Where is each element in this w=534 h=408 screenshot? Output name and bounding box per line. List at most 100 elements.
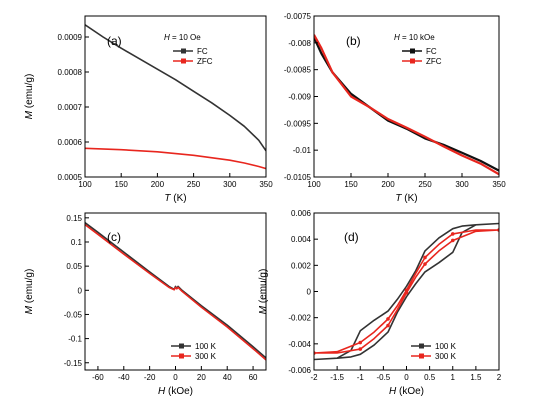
legend-marker	[410, 48, 415, 54]
field-condition: H = 10 Oe	[164, 33, 201, 42]
legend-label: FC	[197, 47, 208, 56]
x-tick-label: 300	[223, 180, 237, 189]
y-tick-label: 0.0005	[58, 173, 83, 182]
legend-marker	[179, 343, 184, 349]
x-tick-label: 250	[187, 180, 201, 189]
y-tick-label: -0.01	[293, 146, 312, 155]
panel-d: -2 -1.5 -1 -0.5 0 0.5 1 1.5 2 0.006 0.004 0.002 0 -0.…	[258, 209, 502, 397]
y-axis-label: M (emu/g)	[258, 269, 269, 315]
data-point	[423, 262, 427, 266]
x-tick-label: 100	[307, 180, 321, 189]
y-tick-label: 0.0009	[58, 33, 83, 42]
y-tick-label: 0.006	[291, 209, 312, 218]
data-point	[386, 323, 390, 328]
panel-label: (b)	[346, 34, 361, 48]
y-tick-label: -0.009	[288, 93, 311, 102]
series-line-a-1	[85, 147, 266, 170]
legend-label: 100 K	[435, 342, 457, 351]
series-line-b-1	[314, 34, 499, 176]
y-tick-label: -0.006	[288, 366, 311, 375]
data-point	[450, 238, 455, 243]
data-point	[358, 340, 363, 345]
x-axis-label: T (K)	[164, 193, 186, 204]
y-tick-label: -0.0075	[284, 12, 312, 21]
panel-c: -60 -40 -20 0 20 40 60 0.15 0.1 0.05 0 -0.05 -0.1 -0.…	[24, 212, 267, 397]
x-tick-label: 350	[492, 180, 506, 189]
x-tick-label: -40	[118, 373, 130, 382]
y-tick-label: -0.0105	[284, 173, 312, 182]
y-tick-label: -0.15	[64, 359, 83, 368]
legend-marker	[181, 58, 186, 64]
x-tick-label: -0.5	[376, 373, 390, 382]
y-tick-label: 0.0007	[58, 103, 83, 112]
x-tick-label: 150	[115, 180, 129, 189]
legend-marker	[419, 353, 424, 359]
x-tick-label: 20	[197, 373, 206, 382]
x-tick-label: 0.5	[424, 373, 436, 382]
x-axis-label: H (kOe)	[389, 386, 424, 397]
y-tick-label: 0	[307, 288, 312, 297]
legend-label: ZFC	[197, 57, 213, 66]
data-point	[358, 347, 363, 351]
panel-label: (c)	[107, 230, 121, 244]
x-tick-label: 0	[404, 373, 409, 382]
data-point	[404, 288, 409, 292]
data-point	[404, 291, 409, 295]
x-tick-label: -60	[92, 373, 104, 382]
x-tick-label: 1.5	[470, 373, 482, 382]
x-tick-label: 200	[381, 180, 395, 189]
y-tick-label: -0.0095	[284, 119, 312, 128]
data-point	[423, 255, 427, 260]
legend-marker	[419, 343, 424, 349]
y-axis-label: M (emu/g)	[24, 74, 35, 120]
x-tick-label: 0	[173, 373, 178, 382]
legend-marker	[410, 58, 415, 64]
legend-marker	[179, 353, 184, 359]
y-tick-label: 0.004	[291, 235, 312, 244]
x-tick-label: -20	[144, 373, 156, 382]
legend-marker	[181, 48, 186, 54]
x-tick-label: 100	[78, 180, 92, 189]
y-tick-label: 0.05	[66, 262, 82, 271]
field-condition: H = 10 kOe	[394, 33, 435, 42]
x-tick-label: 150	[344, 180, 358, 189]
y-tick-label: -0.0085	[284, 66, 312, 75]
legend-label: 300 K	[195, 352, 217, 361]
panel-label: (d)	[344, 230, 359, 244]
legend-label: 300 K	[435, 352, 457, 361]
series-line-c-1	[85, 223, 266, 361]
y-tick-label: 0.002	[291, 261, 312, 270]
series-line-a-0	[85, 24, 266, 152]
y-tick-label: -0.002	[288, 314, 311, 323]
x-tick-label: 200	[151, 180, 165, 189]
y-tick-label: 0.15	[66, 214, 82, 223]
legend-label: ZFC	[426, 57, 442, 66]
y-tick-label: -0.008	[288, 39, 311, 48]
y-tick-label: 0.0006	[58, 138, 83, 147]
panel-label: (a)	[107, 34, 122, 48]
panel-a: 100 150 200 250 300 350 0.0005 0.0006 0.0007 0.00…	[24, 15, 273, 204]
series-line-d-0	[314, 222, 499, 361]
y-tick-label: -0.1	[68, 335, 82, 344]
y-tick-label: 0.1	[71, 238, 83, 247]
data-point	[450, 232, 455, 236]
y-tick-label: -0.004	[288, 340, 311, 349]
data-point	[386, 317, 390, 321]
x-tick-label: 40	[223, 373, 232, 382]
x-tick-label: 1	[451, 373, 456, 382]
x-tick-label: 250	[418, 180, 432, 189]
series-line-b-0	[314, 37, 499, 172]
legend-label: FC	[426, 47, 437, 56]
panel-b: 100 150 200 250 300 350 -0.0075 -0.008 -0.0085 -0…	[284, 12, 506, 204]
x-tick-label: -1	[357, 373, 365, 382]
x-axis-label: T (K)	[395, 193, 417, 204]
y-axis-label: M (emu/g)	[24, 269, 35, 315]
x-axis-label: H (kOe)	[158, 386, 193, 397]
x-tick-label: 350	[259, 180, 273, 189]
y-tick-label: 0	[78, 286, 83, 295]
y-tick-label: -0.05	[64, 310, 83, 319]
plot-frame	[84, 15, 267, 178]
x-tick-label: -1.5	[330, 373, 344, 382]
x-tick-label: -2	[310, 373, 318, 382]
